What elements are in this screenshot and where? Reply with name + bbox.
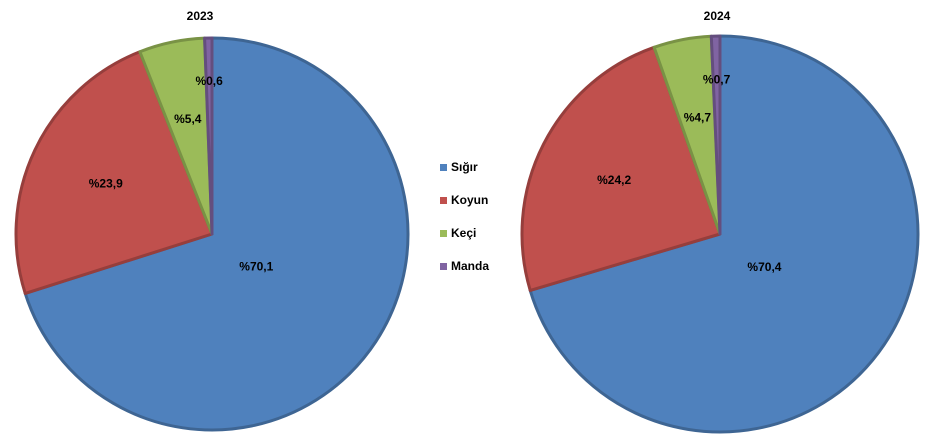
legend-item-keci: Keçi xyxy=(440,224,520,242)
slice-label-2024-manda: %0,7 xyxy=(703,73,731,87)
slice-label-2024-sig-r: %70,4 xyxy=(747,260,781,274)
legend: Sığır Koyun Keçi Manda xyxy=(440,158,520,290)
pie-chart-2023: %70,1 %23,9 %5,4 %0,6 xyxy=(14,36,410,432)
legend-label-manda: Manda xyxy=(451,259,490,273)
slice-label-2023-sig-r: %70,1 xyxy=(239,259,273,273)
legend-item-manda: Manda xyxy=(440,257,520,275)
slice-label-2024-keci: %4,7 xyxy=(684,110,712,124)
slice-label-2023-manda: %0,6 xyxy=(195,74,223,88)
legend-swatch-keci xyxy=(440,229,447,237)
slice-label-2023-koyun: %23,9 xyxy=(89,177,123,191)
legend-swatch-sigir xyxy=(440,163,447,171)
legend-item-sigir: Sığır xyxy=(440,158,520,176)
legend-label-keci: Keçi xyxy=(451,226,477,240)
chart-title-2024: 2024 xyxy=(704,9,731,23)
pie-slice-2023-sig-r xyxy=(23,36,410,432)
legend-label-sigir: Sığır xyxy=(451,160,478,174)
slice-label-2023-keci: %5,4 xyxy=(174,112,202,126)
pie-slice-2024-manda xyxy=(709,34,722,236)
pie-slice-2024-sig-r xyxy=(528,34,920,434)
legend-label-koyun: Koyun xyxy=(451,193,489,207)
pie-chart-2024: %70,4 %24,2 %4,7 %0,7 xyxy=(520,34,920,434)
pie-slice-2024-koyun xyxy=(520,45,722,292)
slice-label-2024-koyun: %24,2 xyxy=(597,173,631,187)
chart-title-2023: 2023 xyxy=(187,9,214,23)
pie-slice-2023-manda xyxy=(203,36,214,236)
legend-swatch-koyun xyxy=(440,196,447,204)
legend-swatch-manda xyxy=(440,262,447,270)
legend-item-koyun: Koyun xyxy=(440,191,520,209)
